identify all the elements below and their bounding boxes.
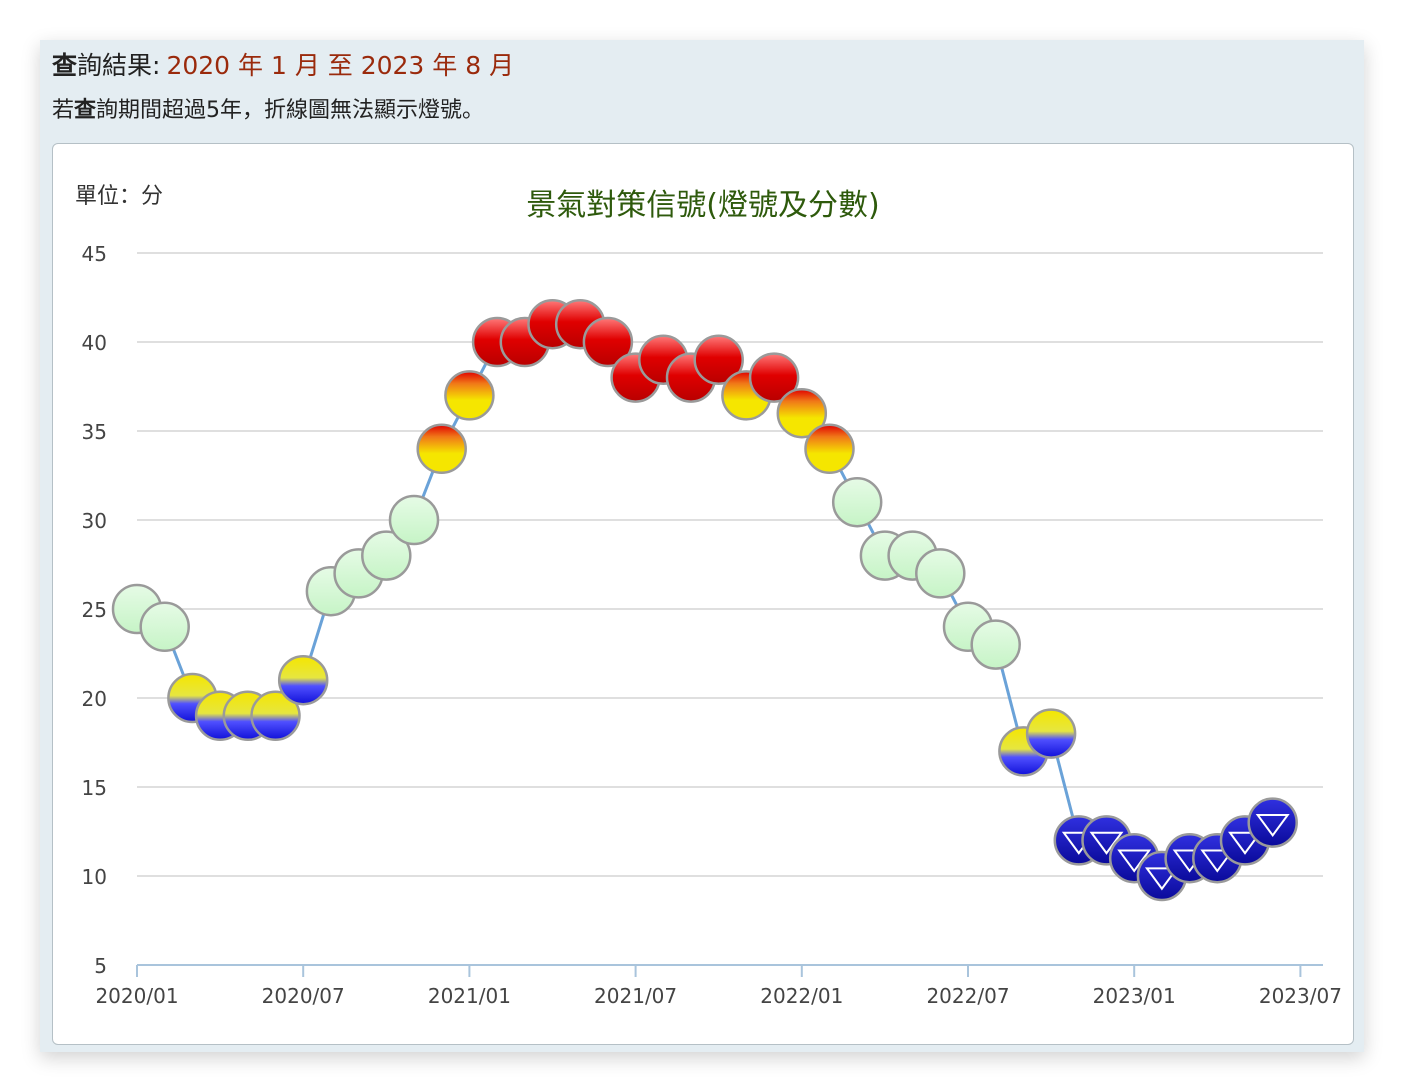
data-point-green [388, 494, 440, 546]
down-triangle-icon [1255, 813, 1290, 838]
data-point-red [693, 334, 744, 386]
data-point-green [361, 530, 412, 581]
data-point-yellow-red [416, 423, 467, 475]
signal-light [582, 316, 634, 368]
x-tick-label: 2022/07 [926, 984, 1009, 1008]
data-point-green [915, 548, 966, 599]
signal-points [111, 298, 1298, 902]
y-tick-label: 30 [82, 509, 107, 533]
signal-light [1247, 797, 1298, 848]
result-panel: 查詢結果: 2020 年 1 月 至 2023 年 8 月 若查詢期間超過5年，折… [40, 40, 1364, 1052]
x-tick-label: 2022/01 [760, 984, 843, 1008]
signal-light [1025, 708, 1077, 759]
x-tick-label: 2020/07 [262, 984, 345, 1008]
query-prefix: 詢結果: [77, 51, 161, 80]
down-triangle-icon [1144, 867, 1179, 891]
data-point-green [831, 476, 883, 528]
data-point-green [139, 601, 190, 653]
data-point-yellow-blue [250, 690, 301, 742]
y-tick-label: 35 [82, 420, 107, 444]
down-triangle-icon [1228, 831, 1262, 855]
y-tick-label: 15 [82, 776, 107, 800]
signal-light [831, 476, 883, 528]
note-after: 詢期間超過5年，折線圖無法顯示燈號。 [96, 98, 485, 123]
data-point-yellow-red [776, 387, 828, 439]
data-point-yellow-red [444, 370, 495, 421]
down-triangle-icon [1089, 831, 1124, 855]
signal-light [361, 530, 412, 581]
y-tick-label: 5 [94, 954, 107, 978]
y-tick-label: 45 [82, 242, 107, 266]
unit-label: 單位：分 [75, 184, 164, 209]
signal-light [444, 370, 495, 421]
x-tick-label: 2023/01 [1093, 984, 1176, 1008]
chart-title: 景氣對策信號(燈號及分數) [526, 188, 880, 223]
data-point-yellow-red [804, 423, 855, 475]
axes: 2020/01 2020/07 2021/01 2021/07 2022/01 2022/… [95, 964, 1342, 1008]
down-triangle-icon [1117, 849, 1152, 873]
data-point-red [748, 352, 800, 403]
signal-light [277, 654, 329, 706]
x-tick-label: 2021/07 [594, 984, 677, 1008]
signal-light [776, 387, 828, 439]
signal-light [915, 548, 966, 599]
grid-lines: 5 10 15 20 25 30 35 40 45 [82, 242, 1323, 978]
query-note: 若查詢期間超過5年，折線圖無法顯示燈號。 [52, 92, 484, 124]
x-tick-label: 2023/07 [1259, 984, 1342, 1008]
data-point-yellow-blue [1025, 708, 1077, 759]
signal-light [804, 423, 855, 475]
signal-light [748, 352, 800, 403]
note-before: 若 [52, 98, 75, 123]
y-tick-label: 40 [82, 331, 107, 355]
y-tick-label: 10 [82, 865, 107, 889]
data-point-yellow-blue [277, 654, 329, 706]
note-bold: 查 [74, 98, 97, 123]
y-tick-label: 20 [82, 687, 107, 711]
down-triangle-icon [1200, 849, 1235, 873]
x-tick-label: 2021/01 [428, 984, 511, 1008]
query-range: 2020 年 1 月 至 2023 年 8 月 [166, 51, 515, 80]
query-result-line: 查詢結果: 2020 年 1 月 至 2023 年 8 月 [52, 46, 514, 82]
signal-light [388, 494, 440, 546]
data-point-blue [1247, 797, 1298, 848]
signal-light [139, 601, 190, 653]
query-prefix-bold: 查 [52, 51, 78, 80]
signal-light [250, 690, 301, 742]
data-point-red [582, 316, 634, 368]
signal-light [970, 619, 1021, 670]
signal-light [416, 423, 467, 475]
signal-light [693, 334, 744, 386]
x-tick-label: 2020/01 [95, 984, 178, 1008]
data-point-green [970, 619, 1021, 670]
chart-container: 單位：分 景氣對策信號(燈號及分數) 5 10 15 20 25 30 35 40 45 202… [52, 143, 1354, 1045]
y-tick-label: 25 [82, 598, 107, 622]
